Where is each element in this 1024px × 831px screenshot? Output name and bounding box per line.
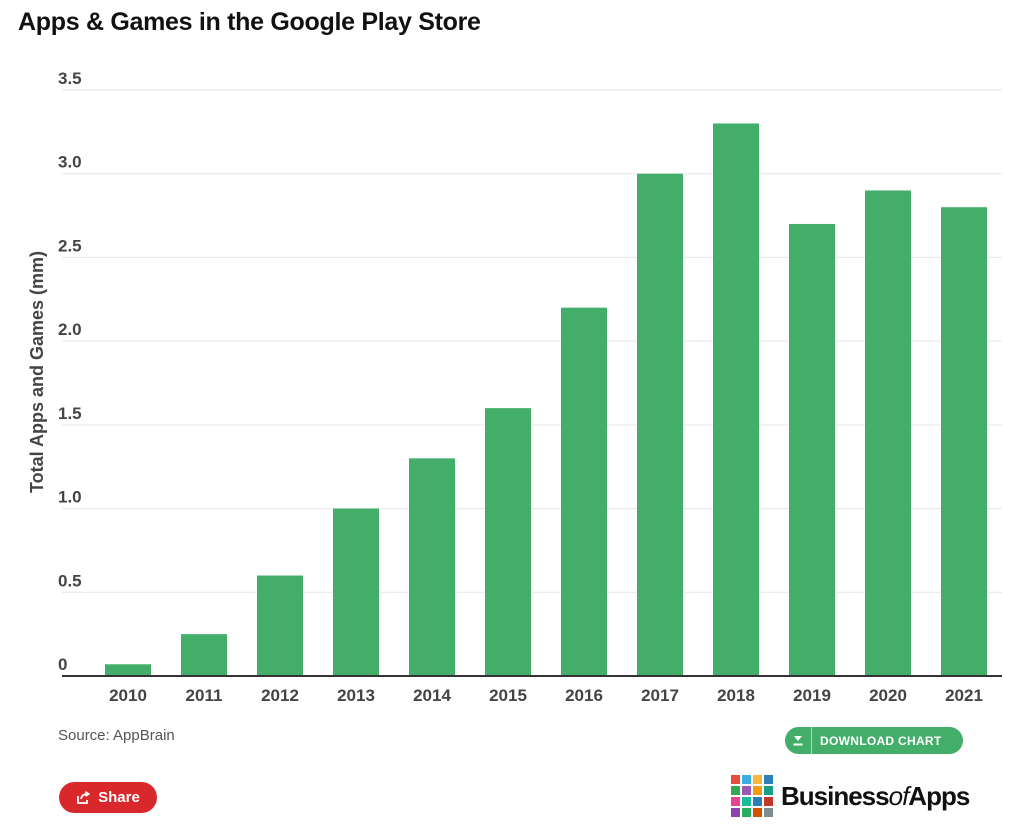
bar-2015[interactable] [485, 408, 531, 676]
bar-2016[interactable] [561, 307, 607, 676]
x-tick-label: 2021 [945, 686, 983, 705]
brand-logo-square [742, 797, 751, 806]
x-tick-label: 2017 [641, 686, 679, 705]
brand-name-suffix: Apps [908, 780, 970, 811]
y-axis-label: Total Apps and Games (mm) [27, 251, 47, 493]
y-tick-label: 1.0 [58, 488, 82, 507]
brand-logo-square [753, 786, 762, 795]
bar-2013[interactable] [333, 508, 379, 676]
y-tick-label: 3.5 [58, 69, 82, 88]
bar-2012[interactable] [257, 575, 303, 676]
bar-2018[interactable] [713, 123, 759, 676]
brand-name: BusinessofApps [781, 780, 970, 812]
brand-logo-square [753, 797, 762, 806]
x-tick-label: 2010 [109, 686, 147, 705]
bar-2017[interactable] [637, 173, 683, 676]
y-tick-label: 3.0 [58, 153, 82, 172]
y-tick-label: 2.5 [58, 236, 82, 255]
x-tick-label: 2014 [413, 686, 451, 705]
brand-name-of: of [888, 780, 910, 811]
y-tick-label: 2.0 [58, 320, 82, 339]
share-icon [76, 790, 91, 805]
bar-2019[interactable] [789, 223, 835, 676]
y-tick-label: 0 [58, 655, 67, 674]
brand-logo-square [742, 786, 751, 795]
x-tick-label: 2018 [717, 686, 755, 705]
brand-logo-square [753, 808, 762, 817]
x-tick-label: 2012 [261, 686, 299, 705]
bars [105, 123, 987, 676]
brand-logo: BusinessofApps [731, 775, 970, 817]
bar-2014[interactable] [409, 458, 455, 676]
download-chart-button[interactable]: DOWNLOAD CHART [785, 727, 963, 754]
brand-logo-square [731, 797, 740, 806]
share-label: Share [98, 789, 140, 806]
x-tick-label: 2011 [186, 686, 223, 705]
brand-name-prefix: Business [781, 780, 890, 811]
brand-logo-square [764, 775, 773, 784]
y-tick-label: 0.5 [58, 571, 82, 590]
bar-2021[interactable] [941, 207, 987, 676]
download-icon [785, 727, 812, 754]
share-button[interactable]: Share [59, 782, 157, 813]
brand-logo-square [742, 775, 751, 784]
brand-logo-square [742, 808, 751, 817]
brand-logo-square [731, 775, 740, 784]
download-chart-label: DOWNLOAD CHART [820, 733, 942, 748]
x-tick-label: 2016 [565, 686, 603, 705]
y-tick-labels: 0 0.5 1.0 1.5 2.0 2.5 3.0 3.5 [58, 69, 82, 674]
x-tick-label: 2015 [489, 686, 527, 705]
x-tick-labels: 2010 2011 2012 2013 2014 2015 2016 2017 2018 2019… [109, 686, 983, 705]
brand-logo-square [753, 775, 762, 784]
brand-logo-square [764, 797, 773, 806]
y-tick-label: 1.5 [58, 404, 82, 423]
brand-logo-square [731, 808, 740, 817]
bar-2011[interactable] [181, 634, 227, 676]
chart-title: Apps & Games in the Google Play Store [18, 8, 481, 36]
bar-2010[interactable] [105, 664, 151, 676]
source-note: Source: AppBrain [58, 727, 175, 744]
brand-logo-mark [731, 775, 773, 817]
bar-2020[interactable] [865, 190, 911, 676]
x-tick-label: 2019 [793, 686, 831, 705]
x-tick-label: 2020 [869, 686, 907, 705]
brand-logo-square [764, 808, 773, 817]
brand-logo-square [731, 786, 740, 795]
grid-lines [62, 89, 1002, 593]
brand-logo-square [764, 786, 773, 795]
x-tick-label: 2013 [337, 686, 375, 705]
bar-chart: 00.51.01.52.02.53.03.5 2010 2011 2012 2013 2… [27, 69, 1002, 705]
